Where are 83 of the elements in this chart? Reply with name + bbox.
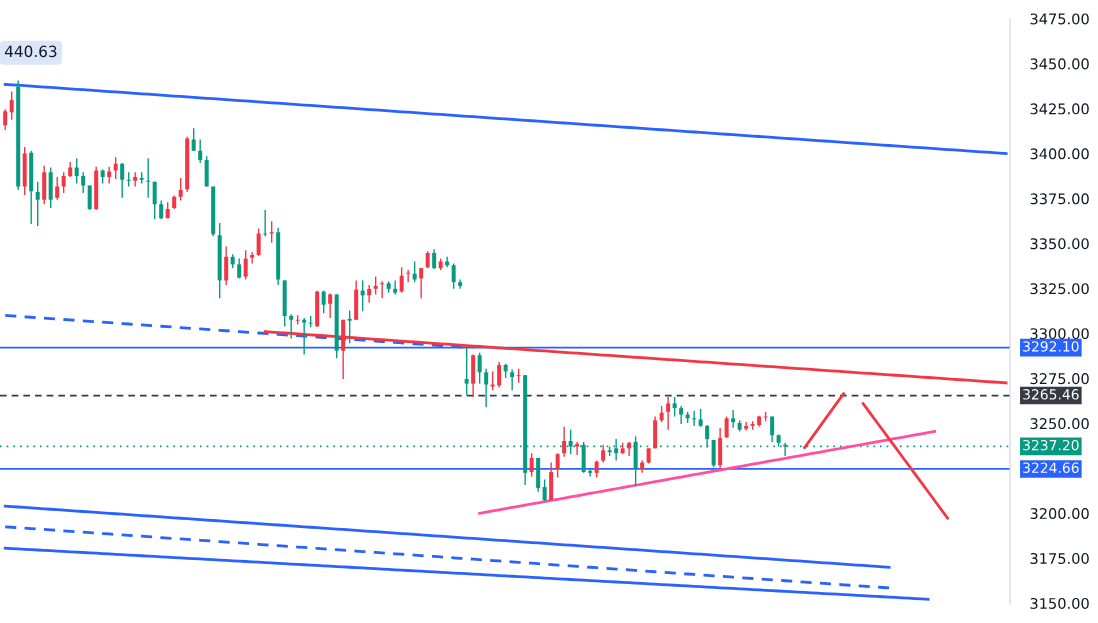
candlestick bbox=[133, 171, 138, 188]
candlestick bbox=[35, 180, 40, 227]
candlestick bbox=[87, 184, 92, 211]
candlestick bbox=[146, 157, 151, 199]
candlestick bbox=[692, 410, 697, 427]
candlestick bbox=[107, 166, 112, 185]
y-tick-label: 3350.00 bbox=[1030, 238, 1089, 250]
candlestick bbox=[224, 245, 229, 286]
candlestick bbox=[672, 396, 677, 418]
candlestick bbox=[666, 396, 671, 431]
candlestick bbox=[744, 421, 749, 432]
line-series bbox=[3, 504, 891, 569]
candlestick bbox=[302, 317, 307, 356]
candlestick bbox=[399, 266, 404, 294]
candlestick bbox=[243, 249, 248, 281]
y-tick-label: 3150.00 bbox=[1030, 597, 1089, 609]
candlestick bbox=[627, 441, 632, 457]
ref-line-label: 3292.10 bbox=[1023, 341, 1079, 352]
candlestick bbox=[152, 180, 157, 220]
y-tick-label: 3325.00 bbox=[1030, 283, 1089, 295]
candlestick bbox=[555, 452, 560, 479]
candlestick bbox=[484, 368, 489, 408]
line-series bbox=[803, 392, 846, 450]
line-series bbox=[3, 525, 891, 590]
candlestick bbox=[55, 176, 60, 201]
y-tick-label: 3175.00 bbox=[1030, 552, 1089, 565]
line-series bbox=[3, 82, 1008, 155]
candlestick bbox=[510, 368, 515, 391]
candlestick bbox=[432, 248, 437, 270]
candlestick bbox=[367, 284, 372, 304]
candlestick bbox=[770, 415, 775, 443]
y-tick-label: 3450.00 bbox=[1030, 58, 1089, 70]
y-tick-label: 3200.00 bbox=[1030, 508, 1089, 520]
candlestick bbox=[705, 424, 710, 449]
candlestick bbox=[81, 171, 86, 194]
ref-line-label: 3224.66 bbox=[1023, 462, 1079, 473]
candlestick bbox=[61, 171, 66, 194]
y-tick-label: 3425.00 bbox=[1030, 103, 1089, 115]
y-tick-label: 3375.00 bbox=[1030, 193, 1089, 205]
line-series bbox=[478, 430, 936, 515]
candlestick bbox=[419, 267, 424, 299]
candlestick bbox=[542, 478, 547, 502]
candlestick bbox=[477, 351, 482, 385]
candlestick bbox=[159, 199, 164, 220]
candlestick bbox=[256, 227, 261, 257]
ref-line-label: 3237.20 bbox=[1023, 439, 1079, 451]
candlestick bbox=[451, 262, 456, 290]
candlestick bbox=[321, 289, 326, 314]
candlestick bbox=[198, 138, 203, 164]
line-series bbox=[861, 402, 949, 520]
y-tick-label: 3250.00 bbox=[1030, 418, 1089, 430]
candlestick bbox=[588, 468, 593, 478]
candlestick bbox=[191, 127, 196, 152]
candlestick bbox=[120, 162, 125, 199]
candlestick bbox=[562, 426, 567, 458]
candlestick bbox=[74, 157, 79, 185]
line-series bbox=[3, 546, 930, 601]
candlestick bbox=[380, 280, 385, 299]
y-tick-label: 3275.00 bbox=[1030, 373, 1089, 385]
candlestick bbox=[731, 409, 736, 429]
candlestick bbox=[250, 251, 255, 265]
candlestick bbox=[497, 361, 502, 389]
candlestick bbox=[529, 452, 534, 478]
candlestick bbox=[9, 90, 14, 121]
candlestick bbox=[178, 177, 183, 202]
candlestick bbox=[269, 220, 274, 244]
candlestick bbox=[289, 313, 294, 340]
y-tick-label: 3300.00 bbox=[1030, 328, 1089, 340]
candlestick bbox=[328, 292, 333, 319]
candlestick bbox=[490, 370, 495, 391]
ref-line-label: 3265.46 bbox=[1023, 389, 1079, 400]
candlestick bbox=[347, 309, 352, 345]
annotation: 440.63 bbox=[4, 45, 57, 58]
candlestick bbox=[406, 269, 411, 283]
candlestick bbox=[263, 209, 268, 237]
candlestick bbox=[393, 279, 398, 296]
candlestick bbox=[464, 347, 469, 396]
y-tick-label: 3475.00 bbox=[1030, 13, 1089, 25]
candlestick bbox=[3, 108, 8, 131]
candlestick bbox=[575, 441, 580, 456]
y-tick-label: 3400.00 bbox=[1030, 148, 1089, 160]
candlestick bbox=[458, 278, 463, 290]
candlestick bbox=[724, 415, 729, 439]
